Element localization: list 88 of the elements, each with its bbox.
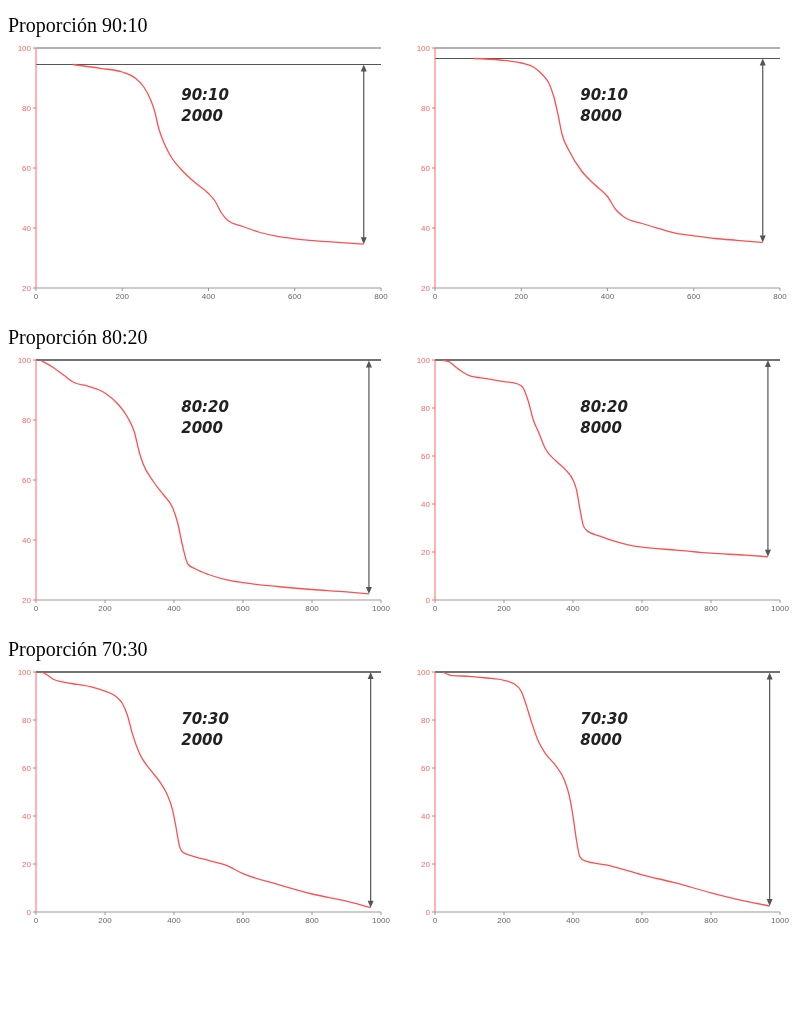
x-tick-label: 0 — [33, 915, 39, 925]
y-tick-label: 40 — [22, 535, 32, 545]
x-tick-label: 800 — [374, 291, 389, 301]
x-tick-label: 0 — [432, 603, 438, 613]
annotation: 8000 — [580, 729, 623, 751]
x-tick-label: 800 — [704, 603, 719, 613]
line-series — [40, 360, 370, 595]
x-tick-label: 800 — [704, 915, 719, 925]
chart-title: Proporción 80:20 — [8, 326, 148, 348]
y-tick-label: 40 — [421, 499, 431, 509]
annotation: 2000 — [181, 417, 224, 439]
y-tick-label: 60 — [421, 451, 431, 461]
y-tick-label: 40 — [22, 223, 32, 233]
annotation: 80:20 — [181, 396, 229, 418]
x-tick-label: 200 — [98, 603, 113, 613]
y-tick-label: 60 — [421, 763, 431, 773]
x-tick-label: 0 — [33, 603, 39, 613]
y-tick-label: 20 — [421, 283, 431, 293]
x-tick-label: 200 — [98, 915, 113, 925]
chart-title: Proporción 90:10 — [8, 14, 148, 36]
y-tick-label: 20 — [421, 859, 431, 869]
y-tick-label: 20 — [421, 547, 431, 557]
annotation: 90:10 — [181, 84, 229, 106]
y-tick-label: 100 — [416, 43, 431, 53]
annotation: 8000 — [580, 105, 623, 127]
y-tick-label: 100 — [416, 667, 431, 677]
y-tick-label: 40 — [421, 811, 431, 821]
x-tick-label: 200 — [497, 915, 512, 925]
x-tick-label: 200 — [115, 291, 130, 301]
annotation: 2000 — [181, 105, 224, 127]
y-tick-label: 80 — [421, 403, 431, 413]
y-tick-label: 40 — [421, 223, 431, 233]
annotation: 2000 — [181, 729, 224, 751]
x-tick-label: 800 — [305, 603, 320, 613]
x-tick-label: 400 — [600, 291, 615, 301]
y-tick-label: 80 — [22, 415, 32, 425]
annotation: 8000 — [580, 417, 623, 439]
y-tick-label: 0 — [425, 595, 431, 605]
chart-title: Proporción 70:30 — [8, 638, 148, 660]
x-tick-label: 600 — [687, 291, 701, 301]
x-tick-label: 800 — [305, 915, 320, 925]
x-tick-label: 400 — [566, 915, 581, 925]
y-tick-label: 0 — [26, 907, 32, 917]
y-tick-label: 100 — [17, 667, 32, 677]
line-series — [441, 360, 769, 558]
line-series — [72, 63, 365, 245]
y-tick-label: 20 — [22, 859, 32, 869]
x-tick-label: 800 — [773, 291, 788, 301]
x-tick-label: 1000 — [771, 603, 790, 613]
annotation: 90:10 — [580, 84, 628, 106]
x-tick-label: 0 — [432, 915, 438, 925]
annotation: 70:30 — [181, 708, 229, 730]
y-tick-label: 100 — [17, 355, 32, 365]
y-tick-label: 60 — [421, 163, 431, 173]
y-tick-label: 60 — [22, 763, 32, 773]
x-tick-label: 200 — [514, 291, 529, 301]
x-tick-label: 600 — [236, 603, 251, 613]
y-tick-label: 20 — [22, 283, 32, 293]
y-tick-label: 0 — [425, 907, 431, 917]
y-tick-label: 60 — [22, 163, 32, 173]
line-series — [473, 57, 764, 244]
annotation: 80:20 — [580, 396, 628, 418]
line-series — [40, 672, 372, 909]
y-tick-label: 80 — [421, 103, 431, 113]
x-tick-label: 400 — [167, 603, 182, 613]
y-tick-label: 100 — [416, 355, 431, 365]
y-tick-label: 40 — [22, 811, 32, 821]
x-tick-label: 200 — [497, 603, 512, 613]
line-series — [442, 672, 771, 907]
y-tick-label: 80 — [22, 103, 32, 113]
x-tick-label: 400 — [201, 291, 216, 301]
x-tick-label: 600 — [635, 603, 650, 613]
x-tick-label: 400 — [167, 915, 182, 925]
x-tick-label: 0 — [432, 291, 438, 301]
y-tick-label: 80 — [22, 715, 32, 725]
x-tick-label: 600 — [288, 291, 302, 301]
x-tick-label: 400 — [566, 603, 581, 613]
y-tick-label: 80 — [421, 715, 431, 725]
x-tick-label: 1000 — [372, 603, 391, 613]
annotation: 70:30 — [580, 708, 628, 730]
y-tick-label: 60 — [22, 475, 32, 485]
x-tick-label: 1000 — [771, 915, 790, 925]
x-tick-label: 600 — [236, 915, 251, 925]
x-tick-label: 600 — [635, 915, 650, 925]
x-tick-label: 1000 — [372, 915, 391, 925]
x-tick-label: 0 — [33, 291, 39, 301]
y-tick-label: 100 — [17, 43, 32, 53]
y-tick-label: 20 — [22, 595, 32, 605]
